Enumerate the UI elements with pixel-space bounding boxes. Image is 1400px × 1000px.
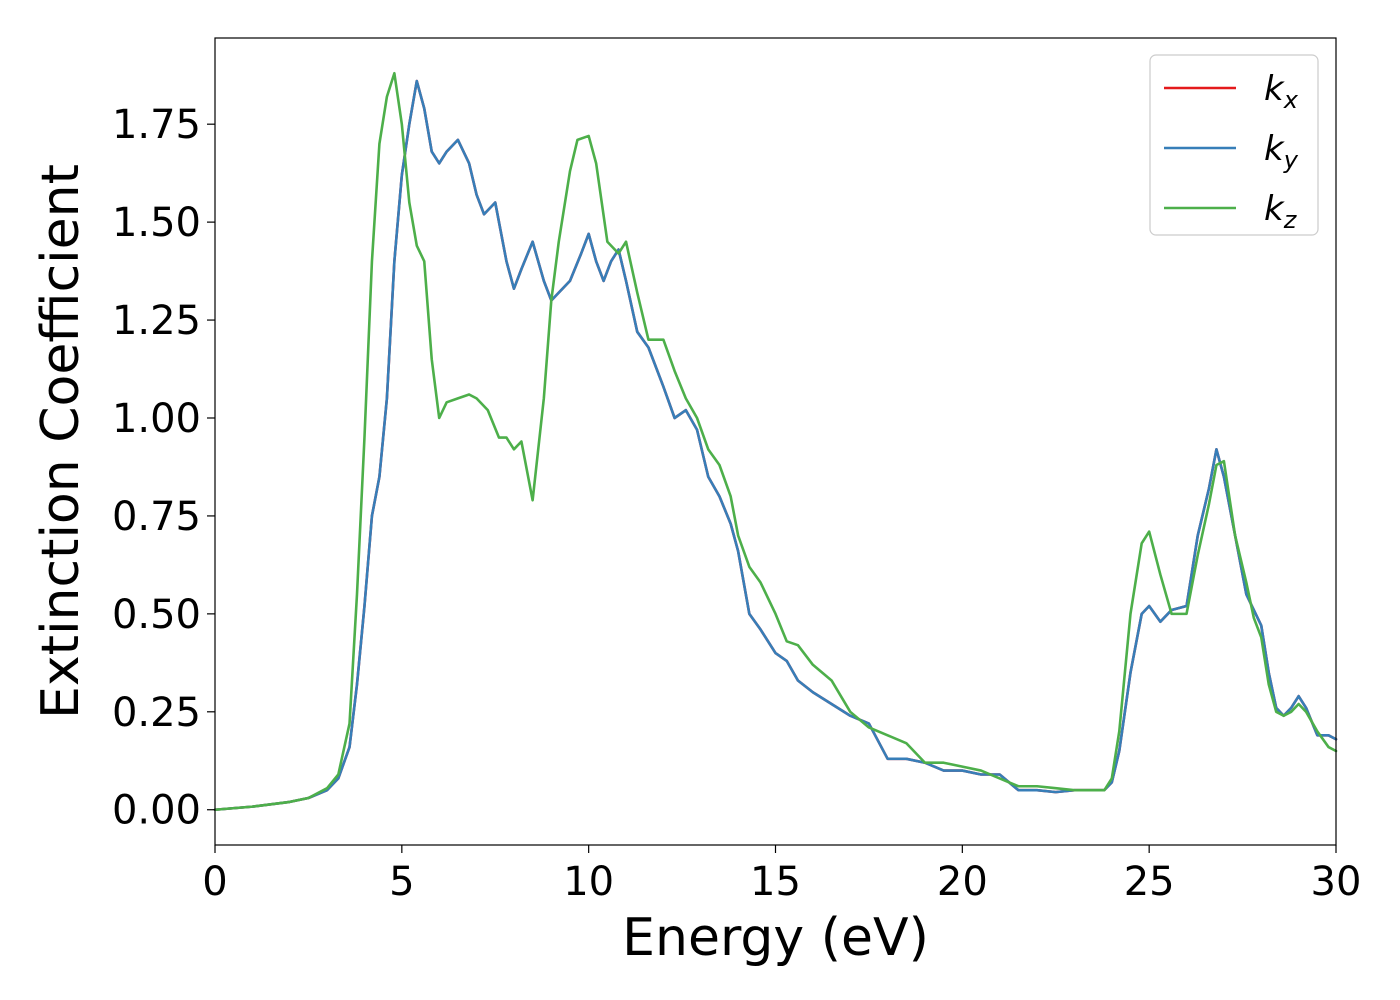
y-tick-label: 1.00: [112, 396, 201, 442]
x-tick-label: 0: [202, 859, 227, 905]
legend: kx ky kz: [1149, 54, 1319, 236]
series-line-ky: [213, 79, 1338, 812]
x-tick-label: 30: [1311, 859, 1362, 905]
x-tick-label: 15: [750, 859, 801, 905]
y-tick-label: 1.50: [112, 200, 201, 246]
series-line-kz: [213, 71, 1338, 812]
y-tick-label: 0.75: [112, 494, 201, 540]
y-tick-label: 1.75: [112, 102, 201, 148]
x-axis: 0 5 10 15 20 25 30: [202, 845, 1361, 905]
legend-label-kx: kx: [1264, 69, 1299, 114]
y-axis-label: Extinction Coefficient: [31, 164, 91, 719]
y-axis: 0.00 0.25 0.50 0.75 1.00 1.25 1.50 1.75: [112, 102, 215, 834]
series-layer: [213, 71, 1338, 812]
y-tick-label: 0.25: [112, 690, 201, 736]
x-tick-label: 5: [389, 859, 414, 905]
legend-label-ky: ky: [1264, 129, 1299, 174]
y-tick-label: 0.00: [112, 788, 201, 834]
x-axis-label: Energy (eV): [622, 908, 929, 968]
x-tick-label: 10: [563, 859, 614, 905]
y-tick-label: 1.25: [112, 298, 201, 344]
legend-label-kz: kz: [1264, 189, 1298, 234]
y-tick-label: 0.50: [112, 592, 201, 638]
x-tick-label: 25: [1124, 859, 1175, 905]
x-tick-label: 20: [937, 859, 988, 905]
legend-box: [1149, 54, 1319, 236]
